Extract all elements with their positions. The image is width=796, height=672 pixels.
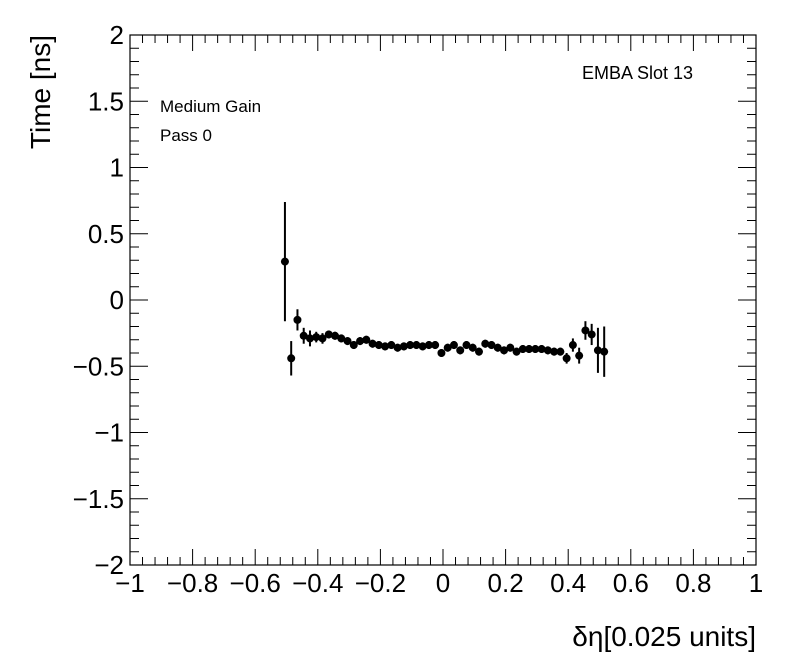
data-point [456,346,465,355]
y-axis-title: Time [ns] [25,35,56,149]
y-tick-label: −2 [94,550,124,580]
x-tick-label: −0.4 [292,568,343,598]
data-point [293,315,302,324]
data-point [531,345,540,354]
x-tick-label: −0.8 [167,568,218,598]
x-tick-labels: −1 −0.8 −0.6 −0.4 −0.2 0 0.2 0.4 0.6 0.8… [115,568,763,598]
data-point [518,345,527,354]
data-point [349,341,358,350]
x-tick-label: 0.6 [613,568,649,598]
x-tick-label: −1 [115,568,145,598]
data-point [324,330,333,339]
data-point [512,347,521,356]
data-point [449,341,458,350]
x-tick-label: 0.8 [675,568,711,598]
data-point [381,342,390,351]
data-point [587,330,596,339]
data-point [493,343,502,352]
data-point [487,341,496,350]
data-point [556,347,565,356]
data-point [468,343,477,352]
y-tick-label: −1.5 [73,484,124,514]
data-point [412,341,421,350]
pass-annotation: Pass 0 [160,126,212,145]
axis-ticks [129,34,757,566]
data-point [550,347,559,356]
data-point [525,345,534,354]
y-tick-label: −0.5 [73,351,124,381]
x-tick-label: 0.4 [550,568,586,598]
x-tick-label: 1 [749,568,763,598]
data-point [362,335,371,344]
y-tick-label: 1 [110,153,124,183]
data-point [506,343,515,352]
data-point [600,347,609,356]
data-point [331,331,340,340]
slot-annotation: EMBA Slot 13 [582,63,694,83]
x-tick-label: −0.6 [230,568,281,598]
data-point [474,347,483,356]
data-point [399,342,408,351]
y-tick-label: 0.5 [88,219,124,249]
data-point [312,333,321,342]
y-tick-label: 0 [110,285,124,315]
x-axis-title: δη[0.025 units] [572,621,756,652]
data-point [481,339,490,348]
data-point [500,346,509,355]
x-tick-label: 0.2 [488,568,524,598]
x-tick-label: 0 [436,568,450,598]
data-point [462,341,471,350]
data-point [568,341,577,350]
data-point [406,341,415,350]
data-point [575,351,584,360]
data-point [393,343,402,352]
data-point [337,334,346,343]
data-series [280,201,609,377]
y-tick-label: 2 [110,20,124,50]
y-tick-label: −1 [94,418,124,448]
data-point [305,334,314,343]
data-point [418,342,427,351]
data-point [543,346,552,355]
data-point [287,354,296,363]
data-point [368,339,377,348]
data-point [318,334,327,343]
y-tick-labels: −2 −1.5 −1 −0.5 0 0.5 1 1.5 2 [73,20,124,580]
data-point [387,341,396,350]
x-tick-label: −0.2 [355,568,406,598]
data-point [343,337,352,346]
data-point [581,326,590,335]
gain-annotation: Medium Gain [160,97,262,116]
data-point [593,346,602,355]
data-point [537,345,546,354]
data-point [437,349,446,357]
data-point [431,341,440,350]
data-point [299,331,308,340]
data-point [374,341,383,350]
data-point [356,337,365,346]
data-point [562,354,571,363]
data-point [443,343,452,352]
data-point [424,341,433,350]
data-point [280,257,289,266]
y-tick-label: 1.5 [88,86,124,116]
